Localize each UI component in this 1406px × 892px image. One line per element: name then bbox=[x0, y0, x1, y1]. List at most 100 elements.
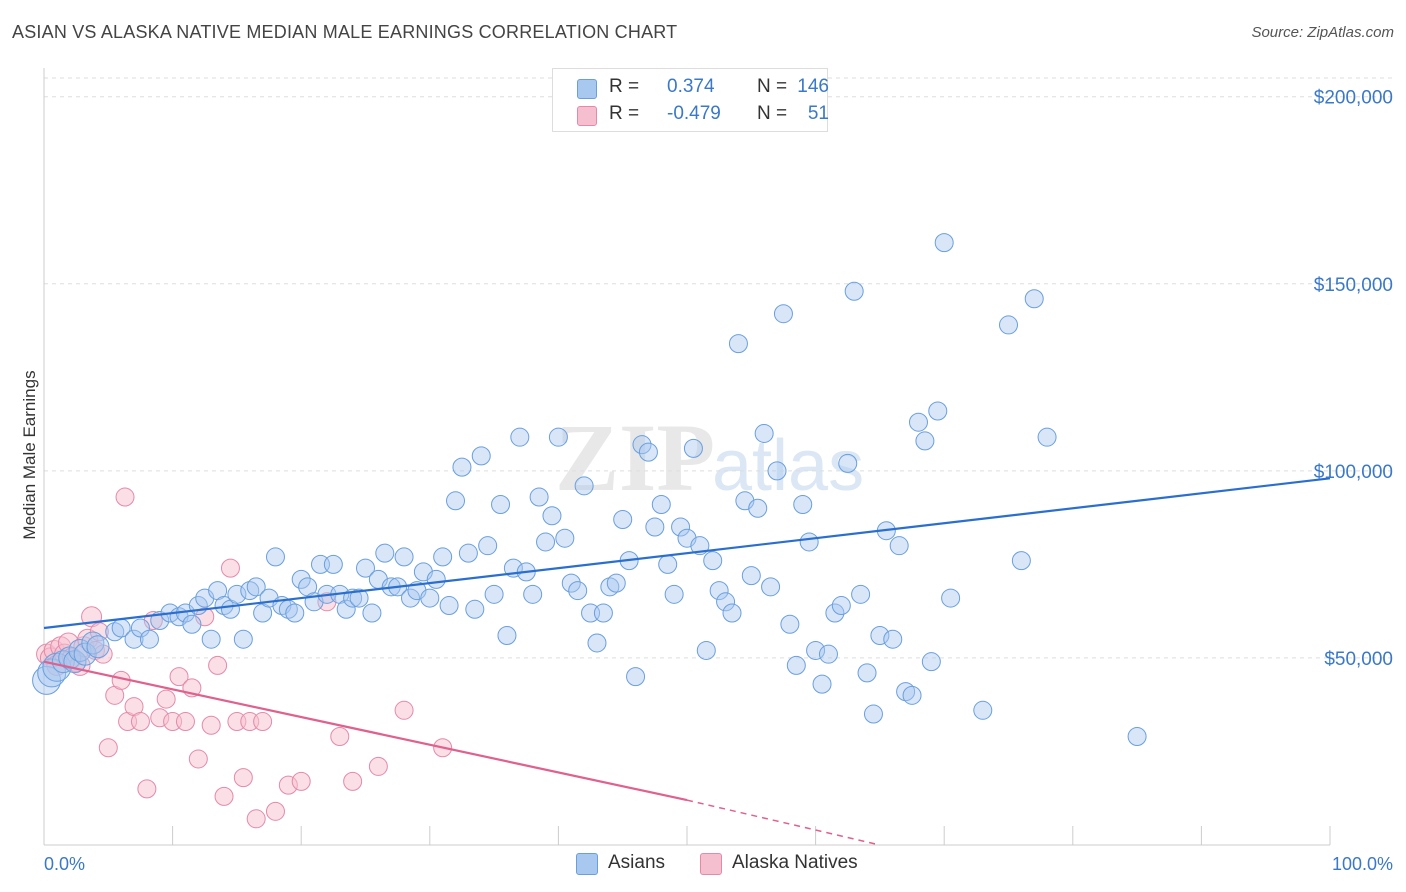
asians-point bbox=[182, 614, 202, 634]
asians-point bbox=[902, 685, 922, 705]
asians-point bbox=[696, 640, 716, 660]
asians-point bbox=[548, 427, 568, 447]
asians-point bbox=[86, 635, 110, 659]
asians-point bbox=[478, 536, 498, 556]
asians-point bbox=[889, 536, 909, 556]
asians-point bbox=[555, 528, 575, 548]
alaska-natives-point bbox=[233, 768, 253, 788]
asians-point bbox=[73, 642, 97, 666]
asians-point bbox=[812, 674, 832, 694]
asians-point bbox=[928, 401, 948, 421]
asians-point bbox=[825, 603, 845, 623]
watermark-zip: ZIP bbox=[555, 404, 715, 511]
asians-point bbox=[941, 588, 961, 608]
asians-point bbox=[664, 584, 684, 604]
asians-point bbox=[574, 476, 594, 496]
asians-point bbox=[767, 461, 787, 481]
asians-point bbox=[806, 640, 826, 660]
asians-trend-line bbox=[43, 477, 1331, 630]
asians-point bbox=[818, 644, 838, 664]
asians-point bbox=[786, 655, 806, 675]
asians-point bbox=[638, 442, 658, 462]
asians-point bbox=[465, 599, 485, 619]
legend-r-label: R = bbox=[609, 103, 640, 124]
asians-point bbox=[458, 543, 478, 563]
alaska-natives-point bbox=[220, 558, 240, 578]
asians-point bbox=[851, 584, 871, 604]
asians-point bbox=[883, 629, 903, 649]
asians-point bbox=[703, 551, 723, 571]
bottom-legend-swatch-asians bbox=[576, 853, 598, 875]
asians-point bbox=[780, 614, 800, 634]
alaska-natives-point bbox=[330, 726, 350, 746]
y-tick-label: $50,000 bbox=[1324, 649, 1393, 670]
asians-point bbox=[394, 547, 414, 567]
y-tick-label: $100,000 bbox=[1314, 462, 1393, 483]
asians-point bbox=[831, 596, 851, 616]
asians-point bbox=[529, 487, 549, 507]
asians-point bbox=[497, 625, 517, 645]
asians-point bbox=[593, 603, 613, 623]
legend-n-label: N = bbox=[757, 103, 788, 124]
legend-r-value: -0.479 bbox=[667, 103, 721, 124]
asians-point bbox=[491, 495, 511, 515]
legend-swatch-asians bbox=[577, 79, 597, 99]
asians-point bbox=[510, 427, 530, 447]
alaska-natives-point bbox=[175, 712, 195, 732]
legend: R = 0.374 N = 146 R = -0.479 N = 51 bbox=[552, 68, 829, 132]
asians-point bbox=[799, 532, 819, 552]
asians-point bbox=[240, 581, 260, 601]
bottom-legend-swatch-alaska bbox=[700, 853, 722, 875]
asians-point bbox=[523, 584, 543, 604]
alaska-natives-point bbox=[394, 700, 414, 720]
y-tick-label: $150,000 bbox=[1314, 275, 1393, 296]
asians-point bbox=[452, 457, 472, 477]
asians-point bbox=[1011, 551, 1031, 571]
asians-point bbox=[709, 581, 729, 601]
asians-point bbox=[908, 412, 928, 432]
asians-point bbox=[921, 652, 941, 672]
asians-point bbox=[265, 547, 285, 567]
asians-point bbox=[645, 517, 665, 537]
alaska-natives-trend-line bbox=[43, 660, 688, 802]
asians-point bbox=[124, 629, 144, 649]
asians-point bbox=[651, 495, 671, 515]
asians-point bbox=[973, 700, 993, 720]
alaska-natives-point bbox=[130, 712, 150, 732]
asians-point bbox=[401, 588, 421, 608]
alaska-natives-point bbox=[291, 771, 311, 791]
alaska-natives-point bbox=[137, 779, 157, 799]
asians-point bbox=[683, 438, 703, 458]
asians-point bbox=[356, 558, 375, 578]
watermark: ZIP atlas bbox=[555, 404, 864, 511]
asians-point bbox=[439, 596, 459, 616]
asians-point bbox=[433, 547, 453, 567]
asians-point bbox=[446, 491, 466, 511]
asians-point bbox=[420, 588, 440, 608]
asians-point bbox=[323, 554, 343, 574]
asians-point bbox=[1037, 427, 1057, 447]
asians-point bbox=[536, 532, 556, 552]
alaska-natives-point bbox=[188, 749, 208, 769]
asians-point bbox=[561, 573, 581, 593]
asians-point bbox=[728, 334, 748, 354]
alaska-natives-point bbox=[265, 801, 285, 821]
asians-point bbox=[754, 423, 774, 443]
asians-point bbox=[671, 517, 691, 537]
asians-point bbox=[227, 584, 247, 604]
asians-point bbox=[999, 315, 1018, 335]
alaska-natives-point bbox=[156, 689, 176, 709]
alaska-natives-point bbox=[368, 756, 388, 776]
source-label: Source: ZipAtlas.com bbox=[1251, 24, 1394, 41]
asians-point bbox=[600, 577, 620, 597]
asians-point bbox=[484, 584, 504, 604]
legend-n-value: 51 bbox=[807, 103, 829, 124]
asians-point bbox=[632, 435, 652, 455]
asians-point bbox=[362, 603, 382, 623]
asians-point bbox=[934, 233, 954, 253]
asians-point bbox=[857, 663, 877, 683]
asians-point bbox=[285, 603, 305, 623]
alaska-natives-trend-extension bbox=[686, 799, 881, 846]
alaska-natives-point bbox=[214, 786, 234, 806]
